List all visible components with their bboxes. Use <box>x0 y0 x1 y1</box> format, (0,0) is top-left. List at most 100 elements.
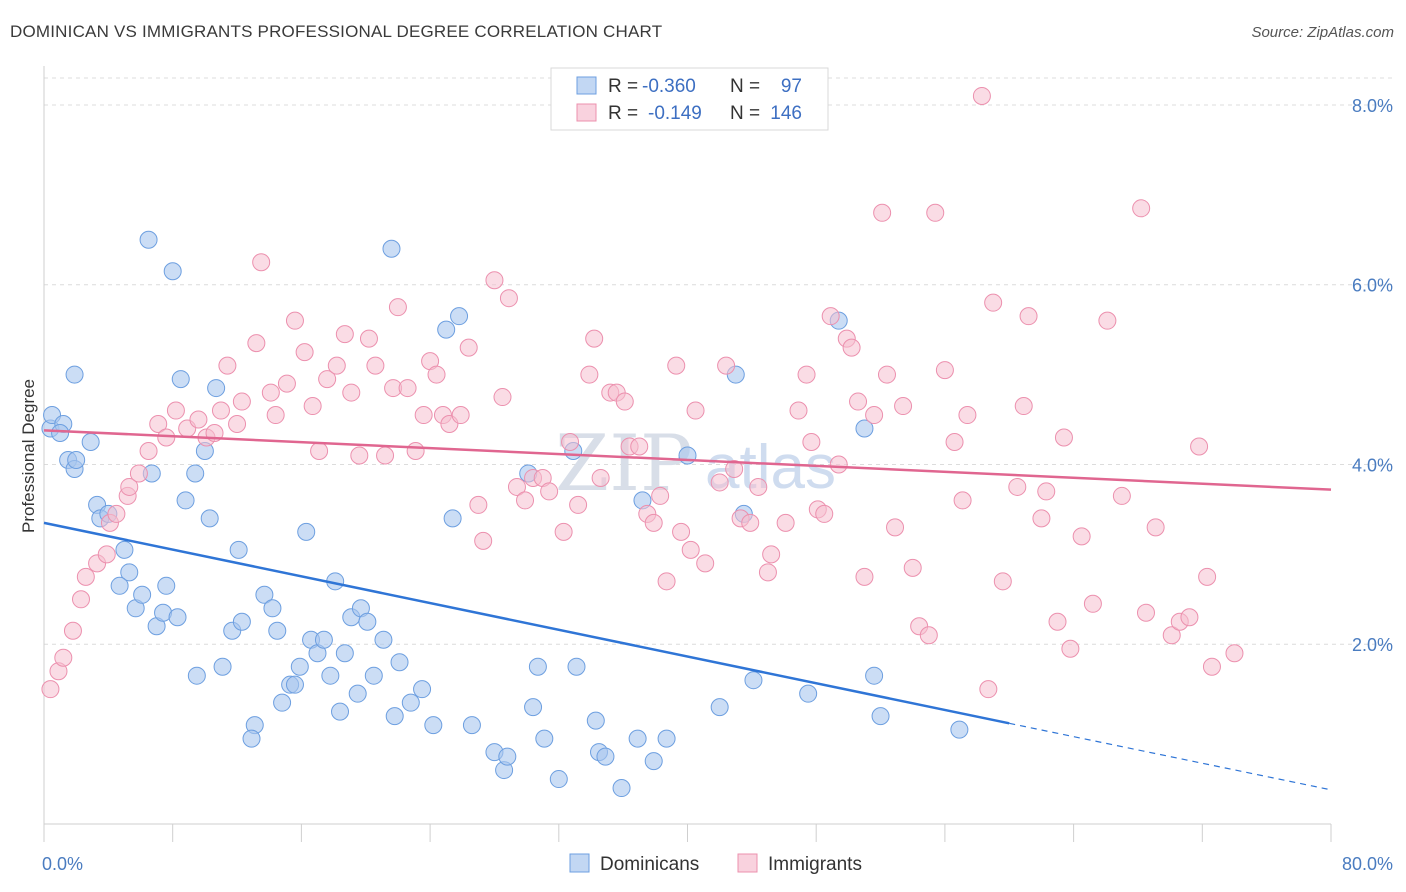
immigrants-point <box>107 504 126 523</box>
immigrants-point <box>865 406 884 425</box>
immigrants-point <box>894 397 913 416</box>
dominicans-point <box>176 491 195 510</box>
dominicans-trend-extension <box>1009 722 1332 791</box>
immigrants-point <box>327 356 346 375</box>
immigrants-point <box>1146 518 1165 537</box>
immigrants-point <box>958 406 977 425</box>
immigrants-point <box>554 522 573 541</box>
immigrants-point <box>474 531 493 550</box>
series-legend-swatch-immigrants <box>737 853 758 873</box>
dominicans-point <box>200 509 219 528</box>
dominicans-point <box>865 666 884 685</box>
immigrants-point <box>232 392 251 411</box>
legend-swatch-immigrants <box>576 103 597 122</box>
dominicans-point <box>51 424 70 443</box>
dominicans-trend-line <box>43 521 1010 725</box>
dominicans-point <box>232 612 251 631</box>
immigrants-point <box>802 433 821 451</box>
legend-r-value-2: -0.149 <box>648 103 702 124</box>
dominicans-point <box>855 419 874 438</box>
immigrants-point <box>149 415 168 434</box>
immigrants-point <box>758 563 777 582</box>
dominicans-point <box>348 684 367 703</box>
immigrants-point <box>672 522 691 541</box>
dominicans-point <box>657 729 676 748</box>
immigrants-point <box>335 325 354 344</box>
dominicans-points <box>41 230 969 798</box>
immigrants-point <box>451 406 470 425</box>
immigrants-point <box>873 203 892 222</box>
immigrants-point <box>41 680 60 699</box>
stats-legend: R = -0.360 N = 97 R = -0.149 N = 146 <box>550 67 829 131</box>
trend-lines <box>43 429 1332 791</box>
immigrants-point <box>63 621 82 640</box>
immigrants-point <box>1032 509 1051 528</box>
immigrants-point <box>935 361 954 380</box>
dominicans-point <box>268 621 287 640</box>
immigrants-point <box>1198 567 1217 586</box>
immigrants-point <box>591 468 610 487</box>
immigrants-point <box>569 495 588 514</box>
immigrants-point <box>717 356 736 375</box>
immigrants-point <box>749 477 768 496</box>
immigrants-point <box>469 495 488 514</box>
immigrants-point <box>166 401 185 420</box>
immigrants-point <box>1037 482 1056 501</box>
series-legend-immigrants: Immigrants <box>768 854 862 875</box>
immigrants-point <box>388 298 407 317</box>
dominicans-point <box>65 365 84 384</box>
dominicans-point <box>187 666 206 685</box>
dominicans-point <box>744 671 763 690</box>
dominicans-point <box>390 653 409 672</box>
dominicans-point <box>424 716 443 735</box>
immigrants-point <box>398 379 417 398</box>
dominicans-point <box>535 729 554 748</box>
immigrants-trend-line <box>43 429 1332 491</box>
dominicans-point <box>628 729 647 748</box>
immigrants-point <box>366 356 385 375</box>
dominicans-point <box>450 307 469 326</box>
immigrants-point <box>139 441 158 460</box>
immigrants-point <box>189 410 208 429</box>
immigrants-point <box>855 567 874 586</box>
dominicans-point <box>139 230 158 249</box>
immigrants-point <box>919 626 938 645</box>
immigrants-point <box>1132 199 1151 218</box>
immigrants-point <box>776 513 795 532</box>
immigrants-point <box>1098 311 1117 330</box>
immigrants-point <box>979 680 998 699</box>
immigrants-point <box>516 491 535 510</box>
immigrants-point <box>129 464 148 483</box>
immigrants-point <box>493 388 512 407</box>
immigrants-point <box>507 477 526 496</box>
immigrants-point <box>359 329 378 348</box>
dominicans-point <box>374 630 393 649</box>
immigrants-point <box>120 477 139 496</box>
legend-box <box>550 67 829 131</box>
dominicans-point <box>443 509 462 528</box>
dominicans-point <box>385 707 404 726</box>
immigrants-point <box>1019 307 1038 326</box>
dominicans-point <box>549 770 568 789</box>
immigrants-point <box>972 86 991 105</box>
immigrants-point <box>681 540 700 559</box>
dominicans-point <box>163 262 182 281</box>
immigrants-point <box>1048 612 1067 631</box>
dominicans-point <box>171 370 190 389</box>
immigrants-point <box>54 648 73 667</box>
immigrants-point <box>953 491 972 510</box>
y-tick-label: 4.0% <box>1352 455 1393 475</box>
dominicans-point <box>586 711 605 730</box>
dominicans-point <box>110 576 129 595</box>
dominicans-point <box>950 720 969 739</box>
y-axis-title: Professional Degree <box>19 379 38 533</box>
immigrants-point <box>580 365 599 384</box>
immigrants-point <box>926 203 945 222</box>
chart-source: Source: ZipAtlas.com <box>1251 24 1394 41</box>
dominicans-point <box>331 702 350 721</box>
legend-n-label-2: N = <box>730 103 760 124</box>
immigrants-point <box>667 356 686 375</box>
dominicans-point <box>168 608 187 627</box>
legend-n-label-1: N = <box>730 76 760 97</box>
y-tick-label: 2.0% <box>1352 635 1393 655</box>
